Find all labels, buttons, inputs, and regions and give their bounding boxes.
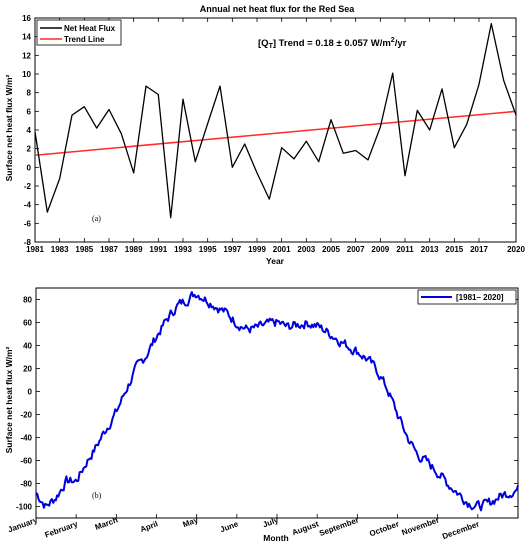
x-tick-label: November xyxy=(401,515,441,537)
x-tick-label: May xyxy=(182,515,200,529)
y-tick-label: 80 xyxy=(23,296,32,305)
legend-box xyxy=(417,289,517,305)
y-tick-label: 40 xyxy=(23,342,32,351)
axes-ticks: -100 -80 -60 -40 -20 0 20 40 60 80 January February… xyxy=(7,296,518,541)
y-tick-label: -60 xyxy=(20,457,32,466)
y-tick-label: 12 xyxy=(22,51,31,60)
legend-label-net-heat-flux: Net Heat Flux xyxy=(64,24,116,33)
x-tick-label: 2001 xyxy=(273,245,291,254)
y-tick-label: -4 xyxy=(24,201,32,210)
x-tick-label: December xyxy=(441,519,480,541)
x-tick-label: 2013 xyxy=(421,245,439,254)
x-tick-label: 2011 xyxy=(396,245,414,254)
axes-ticks: -8 -6 -4 -2 0 2 4 6 8 10 12 14 16 1981 1983 1985 1987 198… xyxy=(22,14,525,254)
x-tick-label: October xyxy=(368,519,400,538)
x-tick-label: 2005 xyxy=(322,245,340,254)
x-tick-label: 1981 xyxy=(26,245,44,254)
x-tick-label: 2020 xyxy=(507,245,525,254)
series-layer xyxy=(35,291,519,512)
y-tick-label: -40 xyxy=(20,434,32,443)
x-tick-label: June xyxy=(219,519,240,534)
y-tick-label: -6 xyxy=(24,219,32,228)
x-tick-label: 2009 xyxy=(371,245,389,254)
series-trend-line xyxy=(34,110,517,156)
legend-box xyxy=(36,19,122,46)
y-tick-label: -2 xyxy=(24,182,32,191)
y-tick-label: 2 xyxy=(27,145,32,154)
panel-label-b: (b) xyxy=(92,491,102,500)
y-tick-label: 0 xyxy=(28,388,33,397)
y-tick-label: 20 xyxy=(23,365,32,374)
legend: Net Heat Flux Trend Line xyxy=(36,19,122,46)
x-tick-label: August xyxy=(291,519,320,537)
series-layer xyxy=(34,22,517,219)
x-axis-label: Month xyxy=(263,533,289,543)
x-tick-label: 1997 xyxy=(223,245,241,254)
y-tick-label: -80 xyxy=(20,480,32,489)
x-axis-label: Year xyxy=(266,256,285,266)
x-tick-label: January xyxy=(7,515,39,534)
x-tick-label: 2015 xyxy=(445,245,463,254)
y-tick-label: 60 xyxy=(23,319,32,328)
series-1981-2020 xyxy=(35,291,519,512)
plot-frame xyxy=(34,17,517,243)
y-tick-label: 10 xyxy=(22,70,31,79)
x-tick-label: 1991 xyxy=(149,245,167,254)
legend: [1981– 2020] xyxy=(417,289,517,305)
x-tick-label: 2003 xyxy=(297,245,315,254)
legend-label-series: [1981– 2020] xyxy=(456,293,504,302)
y-tick-label: 16 xyxy=(22,14,31,23)
x-tick-label: 1987 xyxy=(100,245,118,254)
legend-label-trend-line: Trend Line xyxy=(64,35,105,44)
trend-annotation: [QT] Trend = 0.18 ± 0.057 W/m2/yr xyxy=(258,37,407,50)
x-tick-label: 1989 xyxy=(125,245,143,254)
y-tick-label: 4 xyxy=(27,126,32,135)
y-axis-label: Surface net heat flux W/m² xyxy=(4,346,14,453)
y-tick-label: -100 xyxy=(16,503,33,512)
panel-label-a: (a) xyxy=(92,214,101,223)
y-tick-label: -20 xyxy=(20,411,32,420)
y-tick-label: 0 xyxy=(27,163,32,172)
y-axis-label: Surface net heat flux W/m² xyxy=(4,74,14,181)
chart-title: Annual net heat flux for the Red Sea xyxy=(200,4,356,14)
x-tick-label: 1995 xyxy=(199,245,217,254)
y-tick-label: 8 xyxy=(27,89,32,98)
x-tick-label: 2017 xyxy=(470,245,488,254)
x-tick-label: 1993 xyxy=(174,245,192,254)
y-tick-label: -8 xyxy=(24,238,32,247)
series-net-heat-flux xyxy=(34,22,517,219)
x-tick-label: 1983 xyxy=(51,245,69,254)
annual-flux-chart: Annual net heat flux for the Red Sea -8-… xyxy=(4,4,525,266)
x-tick-label: September xyxy=(318,515,360,538)
x-tick-label: 1985 xyxy=(75,245,93,254)
y-tick-label: 6 xyxy=(27,107,32,116)
x-tick-label: February xyxy=(44,519,80,539)
x-tick-label: 2007 xyxy=(347,245,365,254)
x-tick-label: 1999 xyxy=(248,245,266,254)
y-tick-label: 14 xyxy=(22,33,31,42)
daily-climatology-chart: -100 -80 -60 -40 -20 0 20 40 60 80 January February… xyxy=(4,287,519,543)
x-tick-label: April xyxy=(139,519,159,534)
